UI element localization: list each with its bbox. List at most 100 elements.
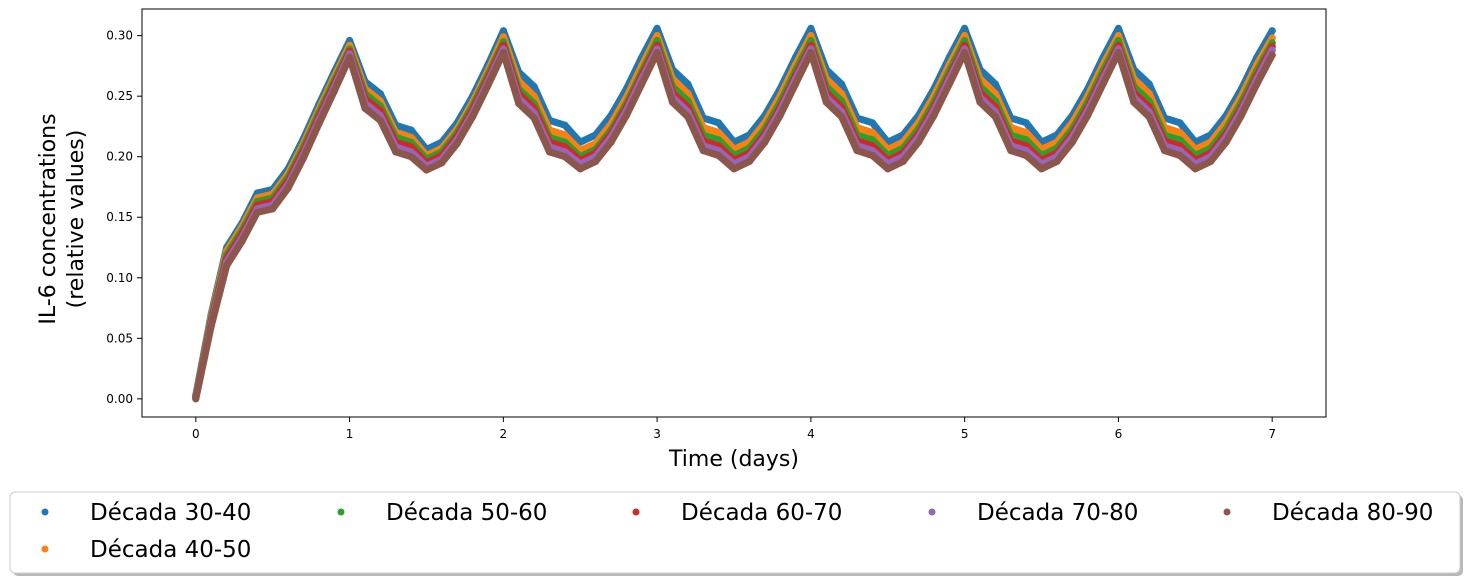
legend-marker [632,508,640,516]
data-point [530,82,538,91]
legend-marker [928,508,936,516]
data-point [561,121,569,129]
data-point [807,24,815,32]
data-point [1130,98,1138,106]
x-tick-label: 6 [1115,427,1123,441]
data-point [284,184,292,192]
data-point [699,147,707,155]
y-axis-title-line-1: IL-6 concentrations [36,113,61,324]
data-point [668,98,677,106]
x-tick-label: 4 [807,427,815,441]
data-point [884,165,892,173]
y-axis-ticks: 0.00 0.05 0.10 0.15 0.20 0.25 0.30 [106,29,142,406]
y-tick-label: 0.15 [106,210,133,224]
legend-entry: Década 40-50 [41,537,251,563]
x-tick-label: 0 [192,427,200,441]
data-point [592,157,600,166]
legend-entry: Década 50-60 [337,500,547,526]
data-point [515,99,523,107]
series-5 [192,49,1276,403]
data-point [991,80,1000,88]
data-point [761,138,769,146]
data-point [1114,24,1122,32]
data-point [961,24,969,32]
data-point [868,151,877,160]
data-point [745,157,754,166]
data-point [1253,80,1261,88]
data-point [684,80,692,88]
series-layer [192,24,1276,403]
data-point [545,148,554,156]
data-point [1114,49,1122,57]
legend-label: Década 70-80 [977,500,1138,526]
data-point [715,151,723,160]
data-point [976,98,984,106]
data-point [930,111,938,120]
data-point [1207,157,1215,166]
data-point [530,114,538,122]
plot-frame [141,8,1327,418]
data-point [238,237,246,246]
y-tick-label: 0.30 [106,29,133,43]
data-point [315,120,323,128]
x-tick-label: 5 [961,427,969,441]
x-tick-label: 3 [653,427,661,441]
data-point [715,128,723,137]
data-point [453,139,461,147]
data-point [376,116,384,124]
data-point [638,80,646,88]
data-point [499,49,507,57]
data-point [684,113,692,121]
data-point [392,148,400,156]
data-point [914,138,923,146]
legend-box [9,491,1461,574]
data-point [223,262,231,270]
data-point [853,147,861,155]
x-tick-label: 7 [1268,427,1276,441]
data-point [1176,151,1184,160]
data-point [838,113,846,121]
data-point [407,153,415,161]
data-point [807,49,815,57]
y-tick-label: 0.10 [106,271,133,285]
data-point [653,24,661,32]
y-tick-label: 0.25 [106,89,133,103]
data-point [207,322,215,330]
data-point [422,166,431,174]
legend-marker [41,508,49,516]
legend-entry: Década 60-70 [632,500,842,526]
data-point [715,119,723,127]
data-point [899,157,907,166]
y-tick-label: 0.05 [106,331,133,345]
data-point [1022,128,1030,137]
data-point [253,208,261,216]
legend: Década 30-40 Década 40-50 Década 50-60 Déca… [9,491,1463,576]
data-point [361,104,369,112]
legend-items: Década 30-40 Década 40-50 Década 50-60 Déca… [41,500,1433,563]
data-point [791,80,800,88]
data-point [653,49,661,57]
data-point [346,53,354,62]
x-tick-label: 2 [500,427,508,441]
data-point [330,87,338,95]
data-point [945,80,953,88]
data-point [776,111,784,120]
legend-label: Década 40-50 [90,537,251,563]
data-point [868,119,877,127]
data-point [1176,119,1184,127]
y-tick-label: 0.00 [106,392,133,406]
data-point [607,138,615,146]
data-point [1160,147,1169,155]
legend-label: Década 60-70 [681,500,842,526]
x-axis-ticks: 0 1 2 3 4 5 6 7 [192,417,1276,441]
legend-label: Década 50-60 [386,500,547,526]
data-point [1176,128,1184,137]
x-tick-label: 1 [346,427,354,441]
legend-label: Década 30-40 [90,500,251,526]
data-point [961,49,969,57]
data-point [1022,119,1030,127]
data-point [561,153,569,161]
data-point [1145,80,1153,88]
data-point [822,98,830,106]
